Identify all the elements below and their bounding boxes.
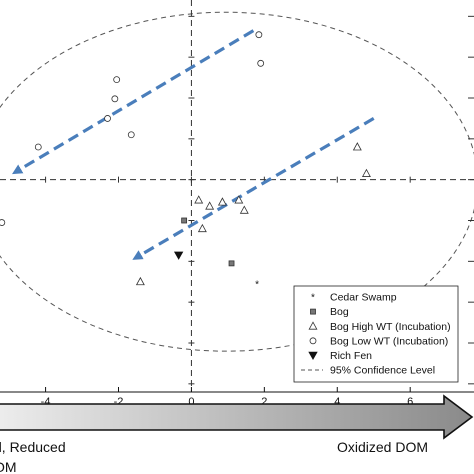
confidence-ellipse [0, 11, 474, 352]
legend-label: Bog High WT (Incubation) [330, 321, 451, 333]
data-point [205, 201, 215, 210]
data-point [234, 195, 244, 204]
data-point [173, 251, 184, 260]
caption-right: Oxidized DOM [337, 439, 428, 455]
data-point [361, 168, 371, 177]
data-point: * [255, 279, 259, 290]
data-point [113, 76, 121, 84]
legend-label: Bog [330, 306, 349, 318]
legend-marker [308, 321, 318, 330]
oxidation-gradient-arrow [0, 394, 474, 440]
legend-label: Rich Fen [330, 350, 372, 362]
legend: * Cedar Swamp Bog Bog High WT (Incubation) B… [293, 285, 459, 383]
data-point [181, 217, 188, 224]
data-point [228, 260, 235, 267]
data-point [111, 95, 119, 103]
legend-marker [309, 337, 317, 345]
legend-box [293, 285, 459, 383]
legend-marker [310, 308, 316, 315]
legend-label: Cedar Swamp [330, 292, 397, 304]
data-point [0, 219, 6, 226]
data-point [197, 223, 207, 233]
data-point [257, 59, 265, 67]
data-point [127, 131, 135, 139]
data-point [352, 142, 362, 151]
trend-arrow [132, 117, 375, 260]
plot-area: -4 -2 0 2 4 6 * [0, 0, 474, 408]
trend-arrow [12, 29, 255, 175]
caption-left: d, Reduced [0, 439, 66, 455]
data-point [104, 115, 111, 122]
legend-marker: * [311, 293, 315, 304]
legend-marker [308, 351, 318, 361]
data-point [255, 31, 263, 39]
gradient-band [0, 394, 474, 440]
data-point [34, 143, 42, 151]
data-point [135, 276, 145, 286]
data-point [239, 205, 249, 214]
x-tick-label: -4 [41, 396, 51, 408]
legend-label: 95% Confidence Level [330, 365, 435, 377]
x-tick-label: 2 [261, 396, 267, 408]
caption-left-second: OM [0, 459, 17, 474]
x-tick-label: -2 [114, 396, 124, 408]
data-point [194, 195, 204, 204]
legend-label: Bog Low WT (Incubation) [330, 335, 448, 347]
data-point [217, 197, 227, 206]
x-tick-label: 0 [188, 396, 194, 408]
x-tick-label: 4 [334, 396, 340, 408]
x-tick-label: 6 [407, 396, 413, 408]
